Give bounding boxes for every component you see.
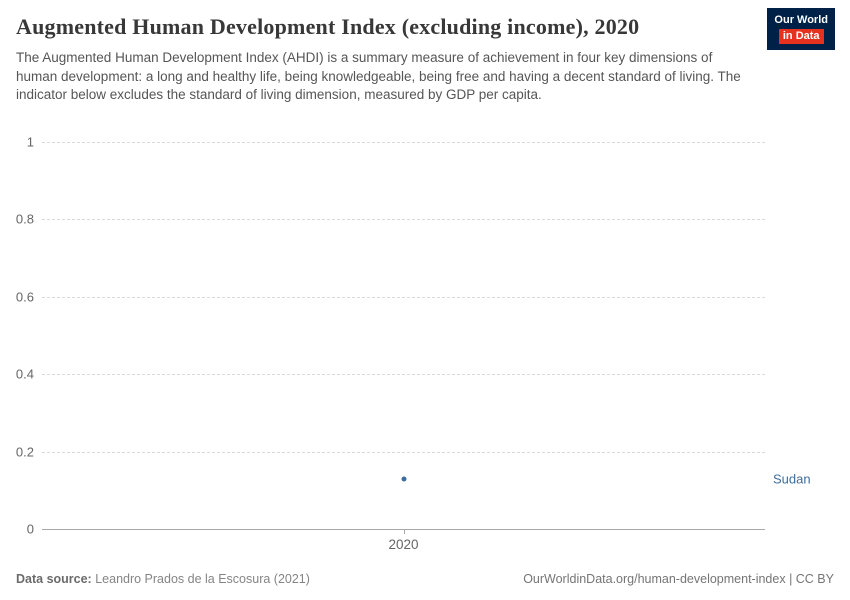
chart-footer: Data source: Leandro Prados de la Escosu… — [16, 572, 834, 586]
chart-title: Augmented Human Development Index (exclu… — [16, 14, 640, 39]
owid-logo-accent: in Data — [778, 29, 824, 45]
y-axis-tick-label: 0.8 — [15, 211, 34, 227]
entity-label[interactable]: Sudan — [773, 471, 811, 487]
data-source-label: Data source: — [16, 572, 92, 586]
gridline — [42, 296, 765, 298]
gridline — [42, 374, 765, 376]
owid-logo-line1: Our World — [774, 14, 828, 26]
data-point[interactable] — [401, 476, 406, 482]
x-axis-tick-label: 2020 — [388, 537, 419, 552]
credit-link[interactable]: OurWorldinData.org/human-development-ind… — [523, 572, 834, 586]
owid-logo[interactable]: Our World in Data — [767, 8, 835, 51]
y-axis-tick-label: 0.2 — [15, 444, 34, 460]
x-axis-tick-mark — [403, 529, 405, 534]
data-source: Data source: Leandro Prados de la Escosu… — [16, 572, 310, 586]
y-axis-tick-label: 0.6 — [15, 289, 34, 305]
plot-area: 1 0.8 0.6 0.4 0.2 0 2020 Sudan — [16, 135, 811, 553]
gridline — [42, 142, 765, 143]
y-axis-tick-label: 1 — [26, 134, 34, 150]
chart-subtitle: The Augmented Human Development Index (A… — [16, 50, 741, 103]
y-axis-tick-label: 0.4 — [15, 366, 34, 382]
chart-header: Augmented Human Development Index (exclu… — [16, 14, 750, 105]
data-source-text: Leandro Prados de la Escosura (2021) — [91, 572, 310, 586]
gridline — [42, 219, 765, 221]
gridline — [42, 451, 765, 453]
y-axis-tick-label: 0 — [26, 521, 34, 537]
